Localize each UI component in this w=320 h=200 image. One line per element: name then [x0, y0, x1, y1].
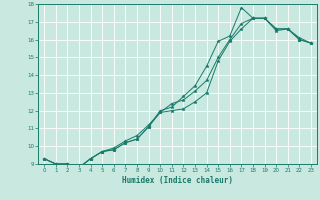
X-axis label: Humidex (Indice chaleur): Humidex (Indice chaleur) — [122, 176, 233, 185]
